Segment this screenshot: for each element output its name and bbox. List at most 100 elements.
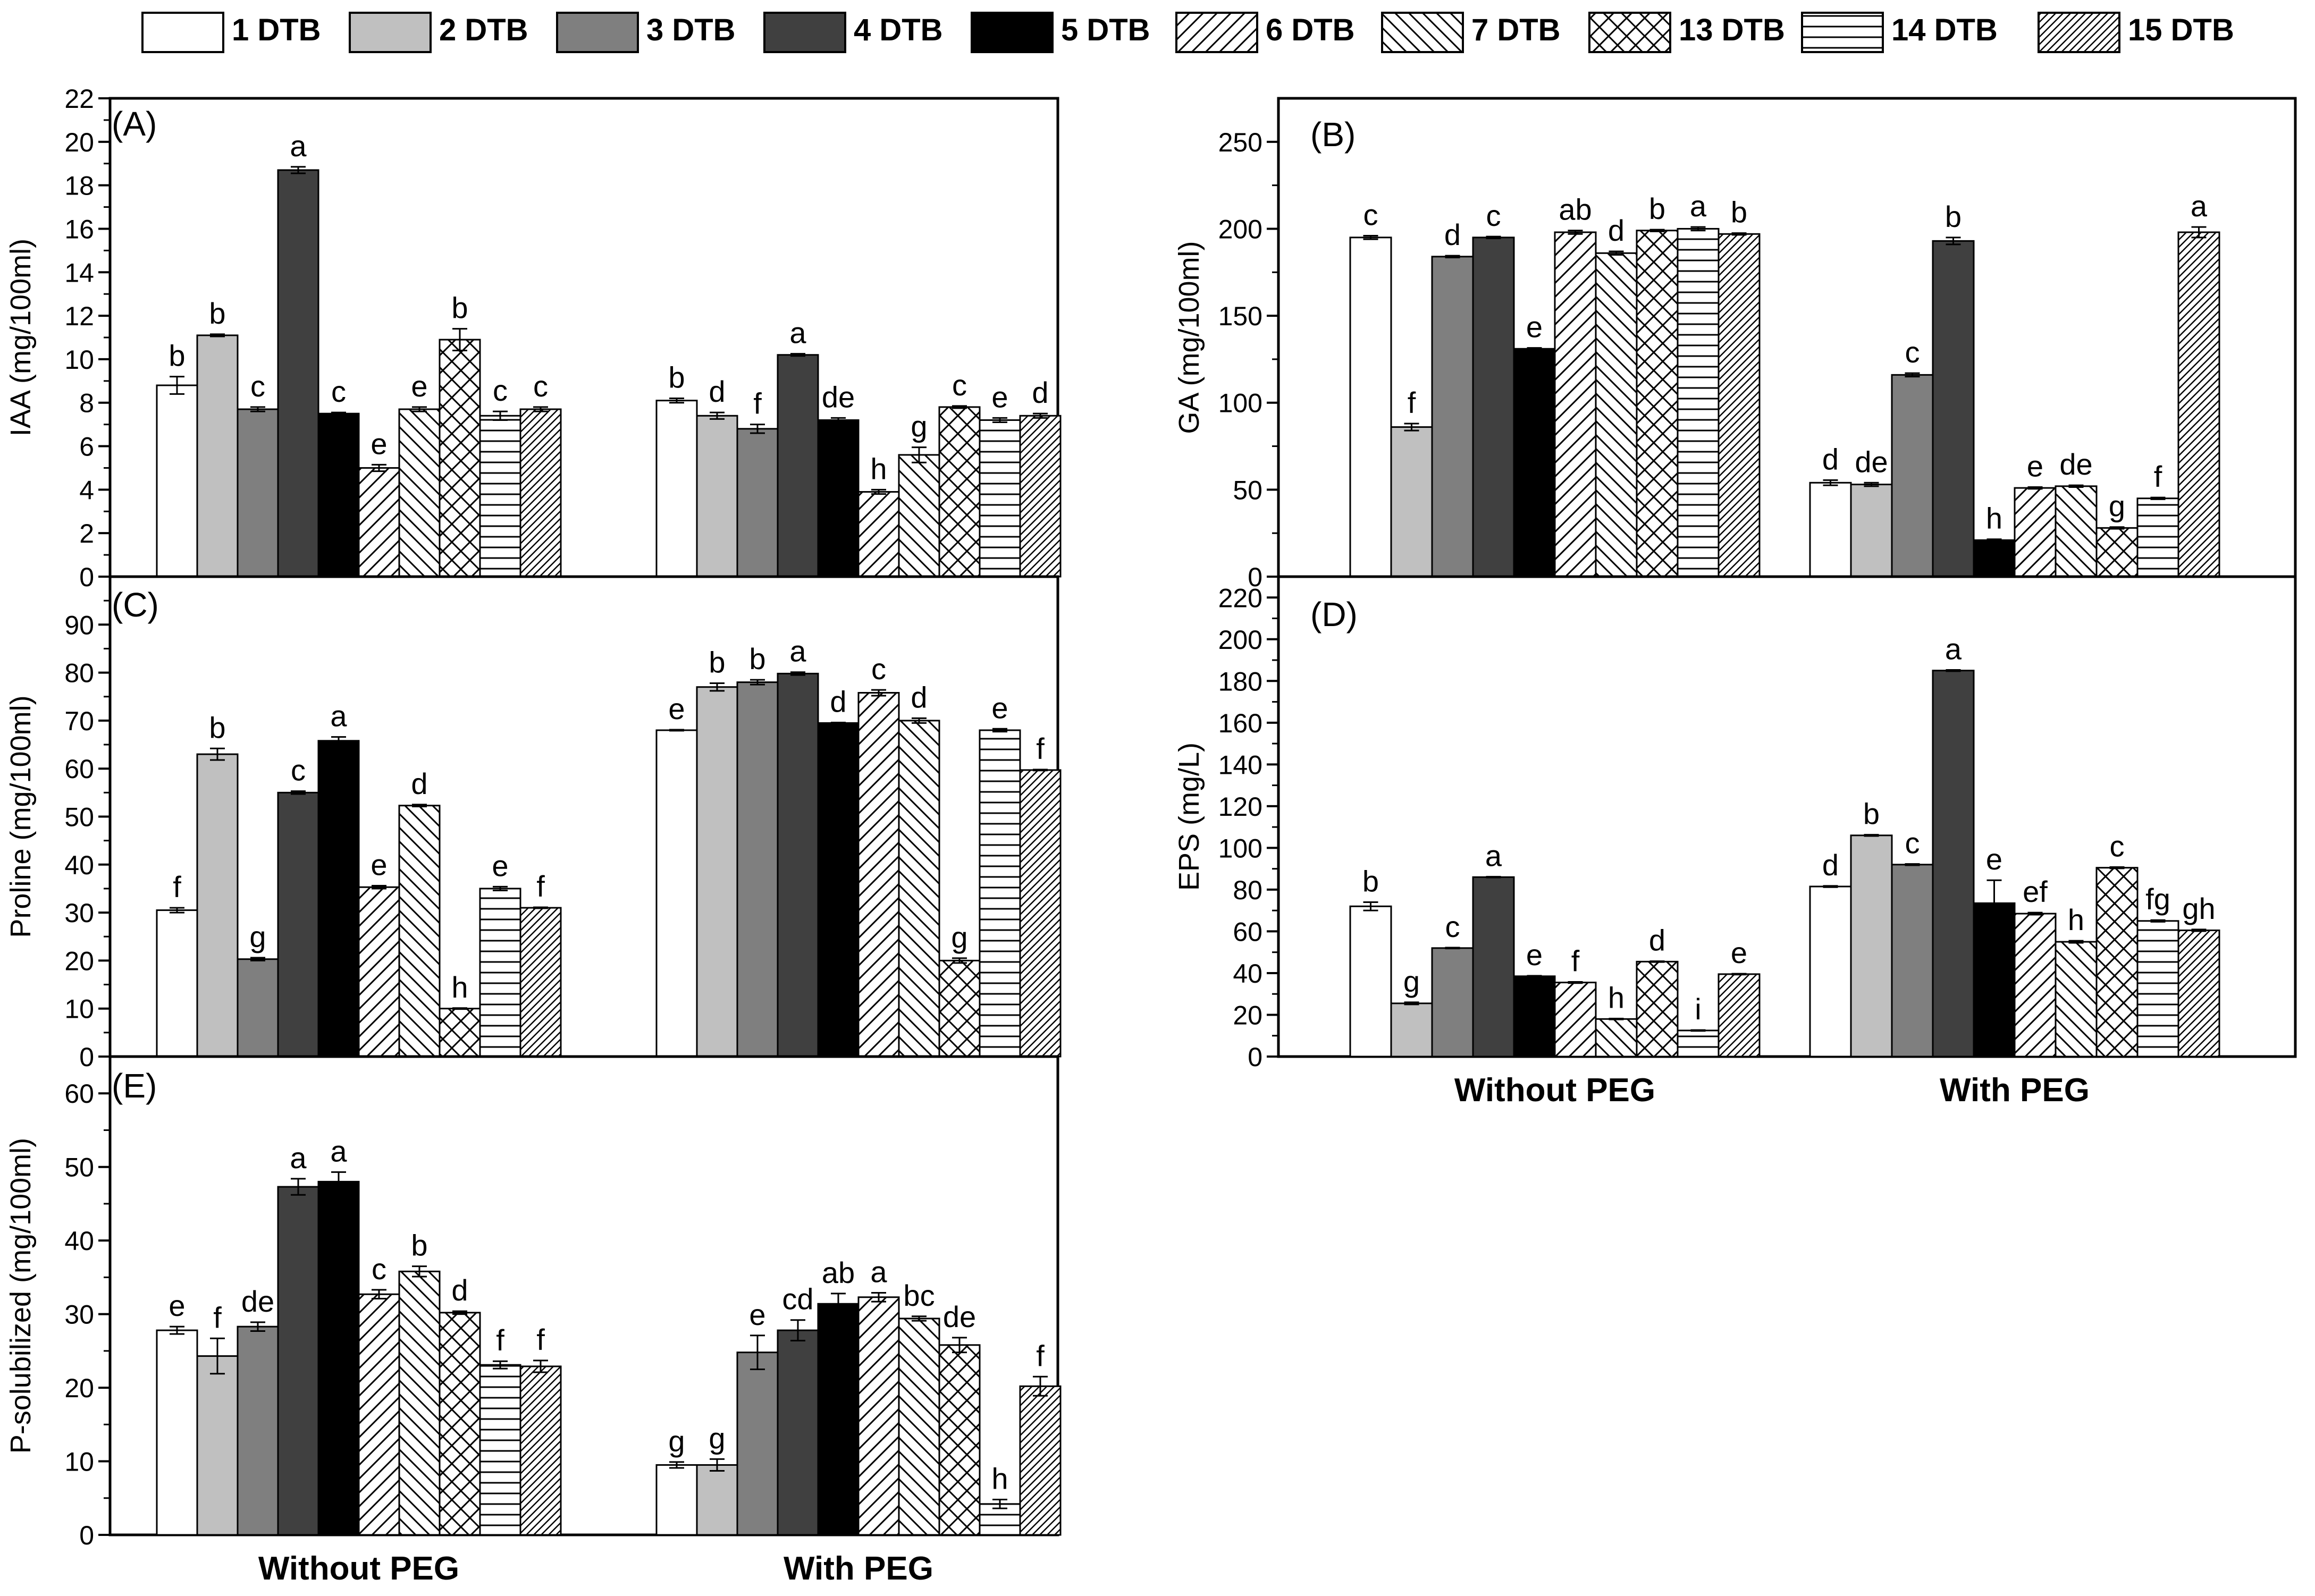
bar-b-g2-s7 xyxy=(2055,485,2098,578)
significance-letter: b xyxy=(749,642,765,675)
y-tick-label: 140 xyxy=(1218,750,1262,780)
significance-letter: a xyxy=(789,635,806,668)
significance-letter: f xyxy=(173,870,181,903)
bar-c-g2-s6 xyxy=(857,692,900,1058)
bar-b-g2-s4 xyxy=(1932,240,1975,578)
significance-letter: b xyxy=(1945,200,1962,233)
bar-a-g1-s7 xyxy=(398,408,441,578)
y-axis-title: EPS (mg/L) xyxy=(1173,742,1205,891)
y-tick-label: 40 xyxy=(64,1226,94,1256)
bar-b-g1-s2 xyxy=(1390,426,1433,578)
significance-letter: h xyxy=(1608,981,1624,1015)
bar-a-g1-s9 xyxy=(479,415,521,578)
bar-e-g2-s6 xyxy=(857,1296,900,1536)
y-tick-label: 20 xyxy=(64,128,94,157)
significance-letter: f xyxy=(1571,944,1580,977)
bar-d-g1-s7 xyxy=(1595,1018,1638,1058)
panel-label: (D) xyxy=(1310,595,1358,634)
significance-letter: g xyxy=(2109,489,2125,523)
bar-d-g1-s2 xyxy=(1390,1002,1433,1058)
significance-letter: b xyxy=(1649,192,1665,225)
bar-b-g1-s5 xyxy=(1513,348,1556,578)
significance-letter: f xyxy=(2154,460,2162,493)
significance-letter: c xyxy=(372,1252,386,1286)
bar-c-g1-s1 xyxy=(156,909,198,1058)
bar-d-g1-s1 xyxy=(1349,905,1392,1058)
bar-e-g2-s7 xyxy=(898,1318,940,1536)
x-group-label: Without PEG xyxy=(258,1550,459,1587)
y-tick-label: 2 xyxy=(79,519,94,548)
bar-c-g1-s9 xyxy=(479,888,521,1058)
y-tick-label: 10 xyxy=(64,994,94,1024)
y-axis-title: P-solubilized (mg/100ml) xyxy=(5,1138,37,1454)
y-tick-label: 30 xyxy=(64,898,94,928)
bar-e-g1-s3 xyxy=(237,1325,279,1536)
bar-b-g2-s5 xyxy=(1973,539,2016,578)
bar-e-g2-s8 xyxy=(938,1344,981,1536)
bar-b-g1-s3 xyxy=(1431,256,1474,578)
bar-c-g1-s3 xyxy=(237,958,279,1058)
bar-a-g2-s5 xyxy=(817,419,860,578)
y-tick-label: 80 xyxy=(64,658,94,688)
bar-d-g2-s6 xyxy=(2014,913,2057,1058)
bar-d-g2-s5 xyxy=(1973,902,2016,1058)
significance-letter: d xyxy=(1608,214,1624,247)
y-tick-label: 0 xyxy=(79,562,94,592)
significance-letter: de xyxy=(2059,447,2092,481)
bar-d-g2-s2 xyxy=(1850,834,1893,1058)
bar-d-g1-s9 xyxy=(1677,1029,1720,1058)
significance-letter: h xyxy=(1986,502,2002,535)
bar-a-g2-s1 xyxy=(655,400,698,578)
y-tick-label: 20 xyxy=(64,1373,94,1403)
significance-letter: c xyxy=(1905,826,1920,860)
significance-letter: a xyxy=(290,1141,307,1175)
panel-label: (B) xyxy=(1310,115,1356,154)
significance-letter: b xyxy=(209,711,225,744)
significance-letter: h xyxy=(2068,903,2084,936)
significance-letter: a xyxy=(789,316,806,350)
significance-letter: c xyxy=(533,369,548,403)
significance-letter: b xyxy=(668,361,685,394)
bar-c-g1-s4 xyxy=(277,791,319,1058)
bar-a-g2-s8 xyxy=(938,406,981,578)
bar-d-g1-s10 xyxy=(1718,973,1761,1058)
bar-d-g2-s4 xyxy=(1932,670,1975,1058)
bar-c-g1-s5 xyxy=(317,740,360,1058)
bar-b-g1-s9 xyxy=(1677,227,1720,578)
bar-d-g2-s8 xyxy=(2095,867,2139,1058)
y-tick-label: 22 xyxy=(64,84,94,114)
legend-label-9: 14 DTB xyxy=(1891,13,1998,47)
significance-letter: e xyxy=(1526,310,1543,344)
y-axis-title: IAA (mg/100ml) xyxy=(5,239,37,436)
significance-letter: a xyxy=(2191,189,2208,223)
y-tick-label: 150 xyxy=(1218,301,1262,331)
significance-letter: f xyxy=(536,1323,545,1356)
bar-e-g2-s10 xyxy=(1019,1385,1062,1536)
bar-e-g1-s10 xyxy=(519,1365,562,1536)
bar-b-g2-s8 xyxy=(2095,527,2139,578)
x-group-label: Without PEG xyxy=(1454,1072,1655,1109)
significance-letter: e xyxy=(1986,842,2002,876)
y-tick-label: 60 xyxy=(64,1079,94,1109)
bar-d-g1-s6 xyxy=(1554,982,1597,1058)
significance-letter: h xyxy=(870,452,887,485)
legend-label-6: 6 DTB xyxy=(1266,13,1355,47)
y-tick-label: 0 xyxy=(1248,562,1262,592)
bar-e-g1-s9 xyxy=(479,1364,521,1536)
bar-c-g1-s2 xyxy=(196,753,239,1058)
significance-letter: de xyxy=(241,1285,274,1318)
legend-label-3: 3 DTB xyxy=(646,13,736,47)
y-tick-label: 0 xyxy=(79,1042,94,1072)
legend-swatch-2 xyxy=(349,12,432,53)
significance-letter: e xyxy=(492,849,508,882)
bar-a-g1-s3 xyxy=(237,408,279,578)
bar-c-g2-s4 xyxy=(777,672,819,1058)
bar-e-g1-s8 xyxy=(439,1312,481,1536)
significance-letter: b xyxy=(209,297,225,330)
bar-d-g1-s4 xyxy=(1472,876,1515,1058)
bar-b-g2-s6 xyxy=(2014,487,2057,578)
bar-c-g2-s8 xyxy=(938,959,981,1058)
bar-b-g1-s8 xyxy=(1636,230,1679,578)
